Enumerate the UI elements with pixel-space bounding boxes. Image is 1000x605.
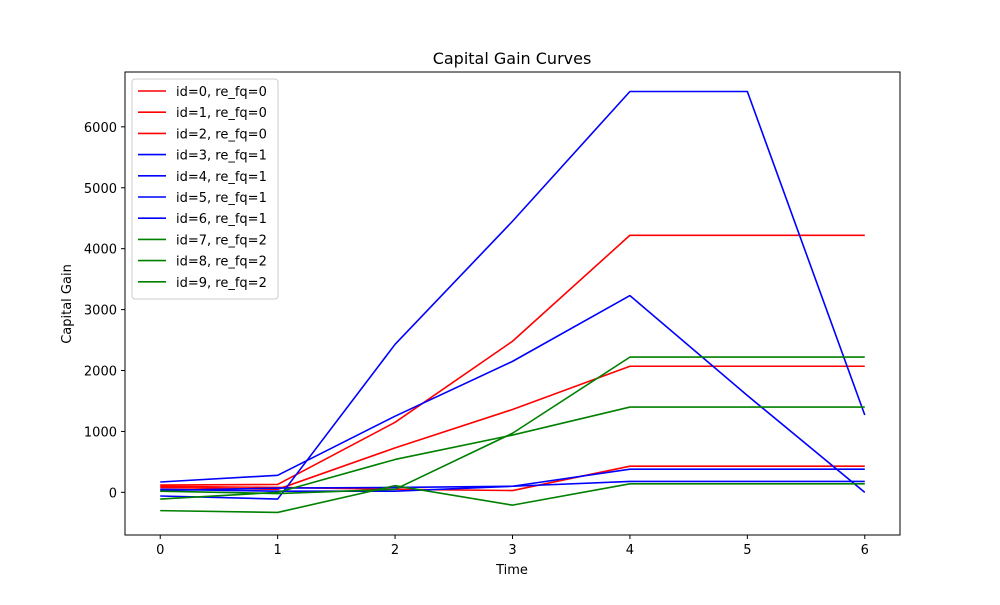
legend-label-4: id=4, re_fq=1 (176, 170, 267, 185)
y-tick-label-4: 4000 (84, 243, 117, 258)
legend-label-2: id=2, re_fq=0 (176, 127, 267, 142)
x-tick-label-0: 0 (156, 543, 164, 558)
series-line-6 (160, 480, 865, 492)
legend-label-0: id=0, re_fq=0 (176, 85, 267, 100)
x-axis-label: Time (495, 563, 528, 578)
y-axis-label: Capital Gain (60, 264, 75, 344)
y-tick-label-1: 1000 (84, 425, 117, 440)
chart-title: Capital Gain Curves (433, 49, 592, 68)
x-tick-label-3: 3 (508, 543, 516, 558)
x-tick-label-5: 5 (743, 543, 751, 558)
plot-layer (160, 90, 866, 514)
legend-label-8: id=8, re_fq=2 (176, 255, 267, 270)
series-line-1 (160, 365, 865, 491)
series-line-7 (160, 483, 865, 514)
series-line-4 (160, 294, 866, 493)
y-tick-label-2: 2000 (84, 365, 117, 380)
x-tick-label-2: 2 (391, 543, 399, 558)
series-line-0 (160, 234, 865, 486)
series-line-3 (160, 90, 866, 500)
legend-label-9: id=9, re_fq=2 (176, 276, 267, 291)
series-line-8 (160, 406, 865, 500)
legend: id=0, re_fq=0 id=1, re_fq=0 id=2, re_fq=0i… (131, 78, 279, 300)
legend-label-7: id=7, re_fq=2 (176, 233, 267, 248)
x-tick-label-4: 4 (626, 543, 634, 558)
legend-label-1: id=1, re_fq=0 (176, 106, 267, 121)
axes-layer: 0 1 2 3 4 5 6 0 1000 2000 3000 4000 5000 6000 (84, 121, 869, 558)
y-tick-label-0: 0 (109, 486, 117, 501)
y-tick-label-5: 5000 (84, 182, 117, 197)
y-tick-label-6: 6000 (84, 121, 117, 136)
legend-label-6: id=6, re_fq=1 (176, 212, 267, 227)
legend-label-3: id=3, re_fq=1 (176, 149, 267, 164)
legend-frame (131, 78, 279, 300)
legend-label-5: id=5, re_fq=1 (176, 191, 267, 206)
x-tick-label-6: 6 (861, 543, 869, 558)
x-tick-label-1: 1 (274, 543, 282, 558)
y-tick-label-3: 3000 (84, 304, 117, 319)
series-line-9 (160, 356, 865, 495)
